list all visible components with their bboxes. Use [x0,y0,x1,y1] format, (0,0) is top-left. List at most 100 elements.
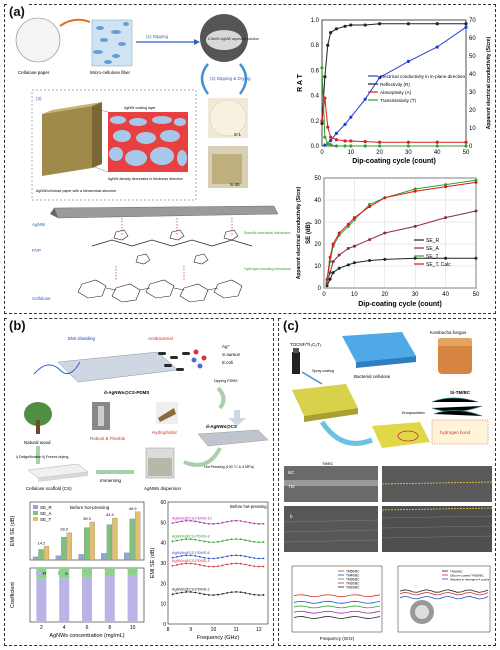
data-label: 49.9 [129,506,138,511]
data-point [349,23,353,27]
plot-frame [397,565,491,633]
series-line [324,26,467,146]
data-point [444,256,448,260]
series-line [172,538,264,543]
data-point [329,143,333,147]
x-tick-label: 30 [412,292,419,298]
y-tick-label: 30 [160,561,166,567]
data-point [331,242,335,246]
x-tick-label: 30 [405,150,412,156]
bar [38,549,44,561]
bar [127,568,138,576]
x-tick-label: 4 [63,625,66,631]
legend-swatch [33,517,38,521]
y-tick-label: 10 [160,602,166,608]
data-point [320,119,324,123]
x-axis-label: Dip-coating cycle (count) [358,301,442,308]
hbond-label: Hydrogen bonding interaction [244,267,291,271]
data-point [171,564,174,567]
inset-photo-center [415,605,429,619]
step1-label: (1) Dipping [146,34,169,39]
x-tick-label: 50 [473,292,480,298]
data-point [323,75,327,79]
data-point [337,253,341,257]
x-axis-label: Frequency (GHz) [320,636,355,641]
data-point [435,45,439,49]
x-tick-label: 40 [434,150,441,156]
plot-frame [291,565,383,633]
data-point [363,23,367,27]
agnw-rod [53,205,279,219]
data-point [349,144,353,148]
arrow-icon [59,18,91,27]
immersing-label: Immersing [100,478,122,483]
density-label: AgNW density decreases in thickness dire… [108,177,183,181]
y-tick-label: 1.0 [311,18,320,24]
data-label: 14.2 [38,540,47,545]
y2-tick-label: 40 [469,72,476,78]
bar [32,556,39,561]
data-point [363,144,367,148]
series-line [399,591,489,596]
legend-swatch [36,571,41,575]
x-tick-label: 0 [322,292,326,298]
x-axis-label: AgNWs concentration (mg/mL) [49,633,124,639]
series-line [293,610,381,614]
series-line [399,595,489,600]
legend-swatch [33,505,38,509]
x-tick-label: 12 [256,627,262,633]
x-tick-label: 50 [463,150,470,156]
bar [61,536,67,561]
data-point [474,178,478,182]
data-point [320,66,324,70]
y-tick-label: 0 [318,286,322,292]
data-point [171,522,174,525]
layer-bc-label: BC [288,470,295,475]
data-point [171,593,174,596]
data-point [331,260,335,264]
kombucha-label: Kombucha fungus [430,330,467,335]
bc-label: Bacterial cellulose [354,374,391,379]
data-point [171,556,174,559]
saureus-label: S.aureus [222,352,241,357]
natural-wood-label: Natural wood [24,440,51,445]
y-tick-label: 0.4 [311,94,320,100]
y2-axis-label: Apparent electrical conductivity (S/cm) [486,36,492,129]
panel-b-tag: (b) [7,318,28,333]
cellulose-paper-disc [15,17,61,63]
y-tick-label: 40 [314,198,321,204]
cellulose-label: Cellulose [32,296,51,301]
data-point [413,187,417,191]
y-tick-label: 50 [160,520,166,526]
bar [59,568,70,579]
y-tick-label: 0 [163,622,166,628]
hbond-label-c: hydrogen bond [440,430,471,435]
legend-label: TM20/BC [346,582,360,586]
panel-c: (c) [278,318,496,646]
vial-icon [292,352,300,374]
bar [43,546,50,561]
data-point [262,557,265,560]
legend-label: TM50/BC [450,570,464,574]
solution-label: 0.5wt% AgNW aqueous solution [208,37,259,41]
legend-label: TM30/BC [346,578,360,582]
mxene-label: TOCNF/Ti₃C₂Tₓ [290,342,322,347]
data-point [323,143,327,147]
step3-label: (3) [36,96,42,101]
legend-swatch [33,511,38,515]
data-point [325,282,329,286]
data-point [343,24,347,28]
y-axis-label: SE (dB) [306,222,312,244]
legend-label: SE_A [426,246,439,252]
data-point [329,139,333,143]
data-point [328,277,332,281]
data-point [444,183,448,187]
legend-swatch [58,571,63,575]
y2-tick-label: 10 [469,126,476,132]
antibacterial-label: Antibacterial [148,336,173,341]
x-tick-label: 20 [376,150,383,156]
bar [89,521,95,561]
y-tick-label: 60 [160,500,166,506]
data-point [406,140,410,144]
